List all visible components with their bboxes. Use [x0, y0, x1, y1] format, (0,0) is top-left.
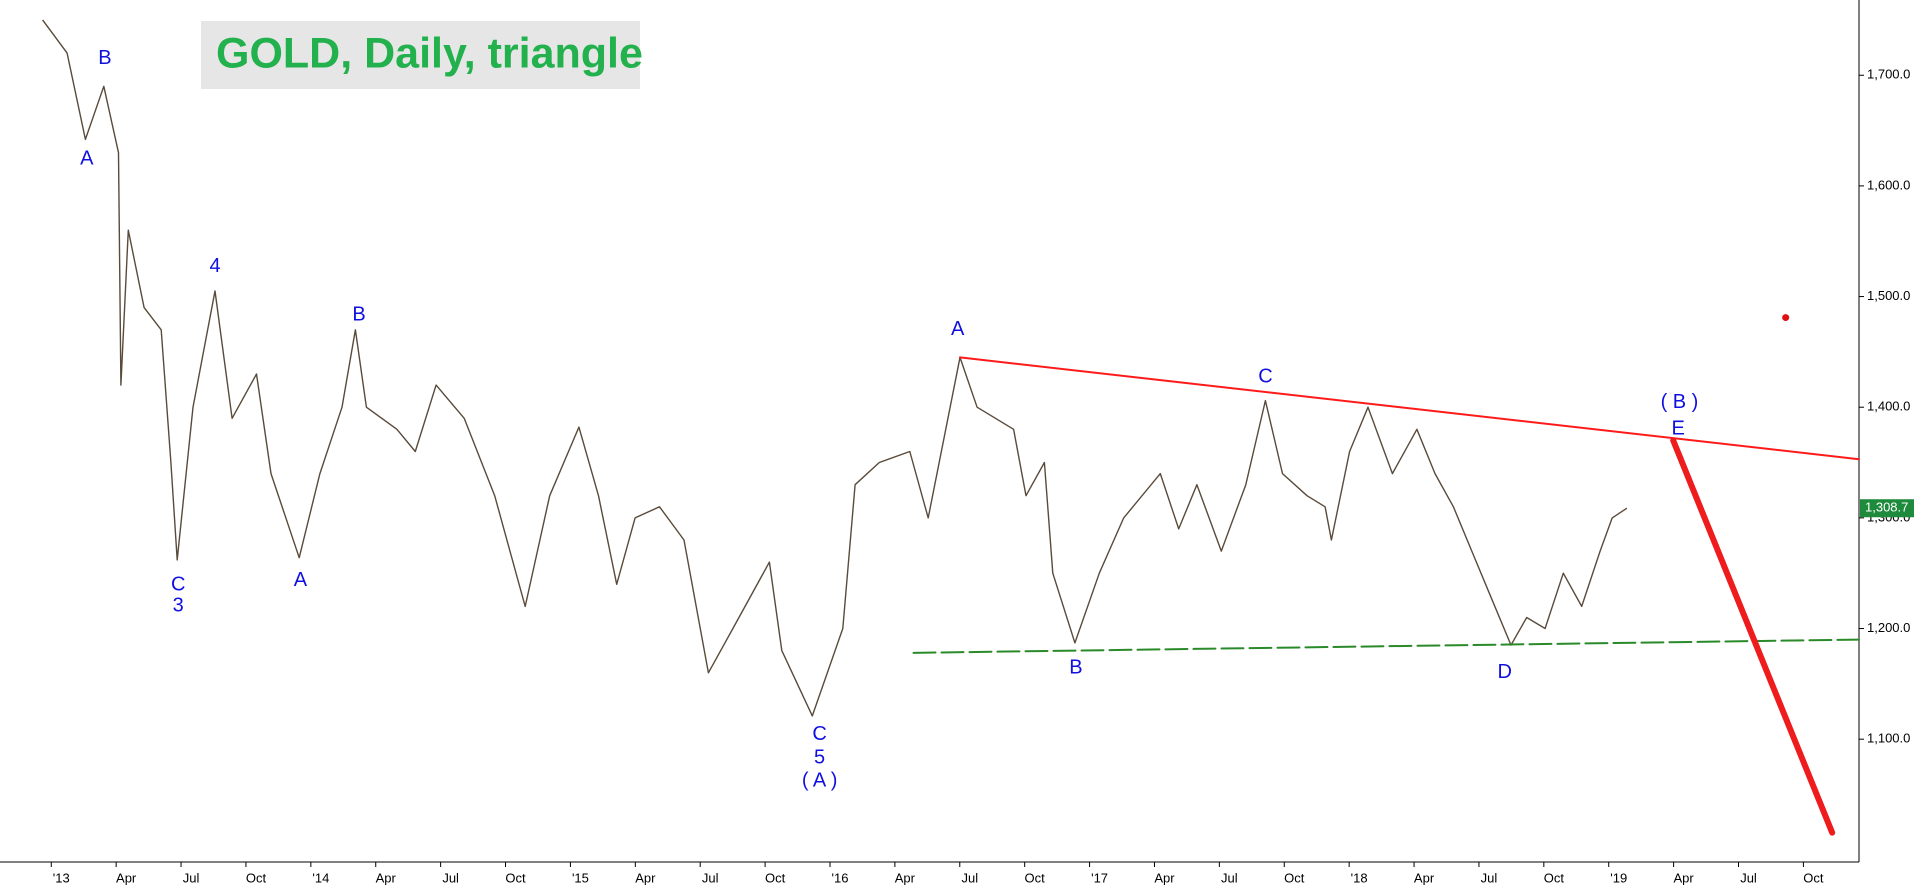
x-tick-label: Jul: [1740, 870, 1757, 885]
x-tick-label: '19: [1610, 870, 1627, 885]
y-tick-label: 1,600.0: [1867, 177, 1910, 192]
wave-label: D: [1497, 661, 1511, 683]
y-tick-label: 1,700.0: [1867, 67, 1910, 82]
x-tick-label: Apr: [635, 870, 656, 885]
x-tick-label: '13: [53, 870, 70, 885]
x-tick-label: '16: [832, 870, 849, 885]
wave-label: ( B ): [1661, 391, 1699, 413]
x-tick-label: Jul: [702, 870, 719, 885]
x-tick-label: Oct: [1803, 870, 1824, 885]
x-tick-label: Oct: [1025, 870, 1046, 885]
wave-label: ( A ): [802, 770, 838, 792]
price-line: [42, 19, 1628, 717]
wave-label: B: [352, 304, 365, 326]
last-price-tag: [1860, 499, 1914, 518]
x-tick-label: Apr: [376, 870, 397, 885]
wave-label: 5: [814, 746, 825, 768]
x-tick-label: Oct: [1544, 870, 1565, 885]
x-tick-label: Apr: [895, 870, 916, 885]
y-tick-label: 1,200.0: [1867, 620, 1910, 635]
x-tick-label: '18: [1351, 870, 1368, 885]
wave-label: C: [812, 723, 826, 745]
wave-label: C: [1258, 366, 1272, 388]
wave-label: A: [294, 569, 308, 591]
wave-label: A: [80, 148, 94, 170]
x-tick-label: Apr: [1674, 870, 1695, 885]
wave-label: A: [951, 318, 965, 340]
y-tick-label: 1,400.0: [1867, 399, 1910, 414]
support-line: [912, 638, 1860, 654]
x-tick-label: '15: [572, 870, 589, 885]
x-tick-label: Oct: [505, 870, 526, 885]
y-tick-label: 1,100.0: [1867, 731, 1910, 746]
last-price-label: 1,308.7: [1865, 500, 1908, 515]
chart-title: GOLD, Daily, triangle: [216, 29, 643, 77]
x-tick-label: Apr: [116, 870, 137, 885]
wave-label: B: [98, 47, 111, 69]
x-tick-label: '17: [1091, 870, 1108, 885]
wave-label: C: [171, 574, 185, 596]
trend-line: [959, 356, 1860, 461]
title-box: [201, 21, 640, 89]
x-tick-label: Jul: [183, 870, 200, 885]
wave-label: 4: [209, 255, 220, 277]
x-tick-label: Oct: [1284, 870, 1305, 885]
x-tick-label: Jul: [961, 870, 978, 885]
x-tick-label: Jul: [442, 870, 459, 885]
x-tick-label: Apr: [1414, 870, 1435, 885]
plot: 1,100.01,200.01,300.01,400.01,500.01,600…: [42, 19, 1914, 885]
y-tick-label: 1,500.0: [1867, 288, 1910, 303]
x-tick-label: Oct: [246, 870, 267, 885]
wave-label: 3: [173, 595, 184, 617]
x-tick-label: '14: [312, 870, 329, 885]
x-tick-label: Apr: [1154, 870, 1175, 885]
marker-dot: [1782, 314, 1790, 322]
x-tick-label: Jul: [1221, 870, 1238, 885]
wave-label: B: [1069, 657, 1082, 679]
x-tick-label: Jul: [1481, 870, 1498, 885]
x-tick-label: Oct: [765, 870, 786, 885]
wave-label: E: [1671, 418, 1684, 440]
trend-line: [1670, 437, 1836, 836]
